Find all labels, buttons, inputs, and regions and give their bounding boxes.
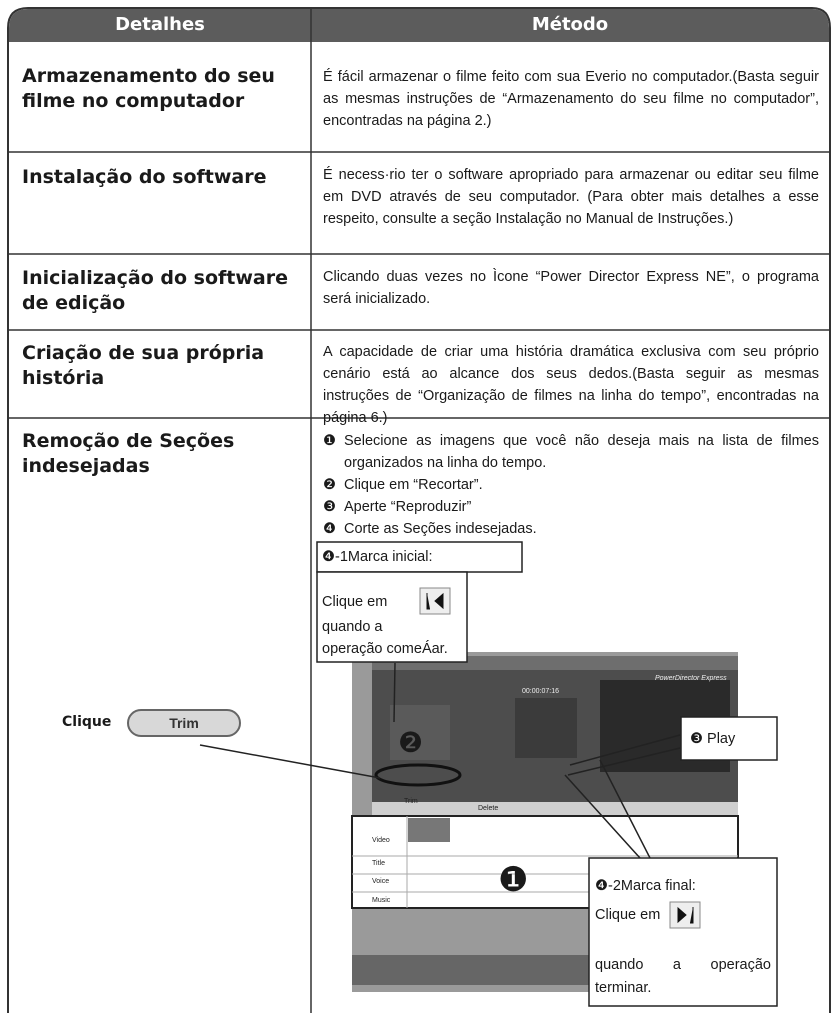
step-marker: ❹ [323, 521, 336, 537]
callout-line: operação comeÁar. [322, 641, 448, 657]
callout-play: ❸ Play [690, 731, 736, 747]
row-dividers [8, 151, 830, 419]
detail: Remoção de Seções indesejadas [22, 430, 235, 477]
step: ❶ Selecione as imagens que você não desej… [323, 430, 819, 474]
table-border [7, 7, 831, 1013]
step-text: Selecione as imagens que você não deseja… [344, 433, 819, 471]
callout-title: ❹-2Marca final: [595, 878, 696, 894]
method: É necess·rio ter o software apropriado p… [323, 167, 819, 227]
method: É fácil armazenar o filme feito com sua … [323, 69, 819, 129]
step-marker: ❶ [323, 433, 336, 449]
callout-line: Clique em [322, 594, 388, 610]
step-text: Aperte “Reproduzir” [344, 499, 472, 515]
callout-title: ❹-1Marca inicial: [322, 549, 433, 565]
step: ❷ Clique em “Recortar”. [323, 474, 819, 496]
detail: Criação de sua própria história [22, 342, 265, 389]
trim-button: Trim [169, 715, 199, 731]
header-bg [9, 9, 829, 42]
screenshot-button: Delete [478, 805, 499, 812]
pointer-lines [199, 662, 681, 859]
icons [419, 587, 701, 929]
method: Clicando duas vezes no Ìcone “Power Dire… [323, 269, 819, 307]
callout-line: Clique em [595, 907, 661, 923]
step: ❸ Aperte “Reproduzir” [323, 496, 819, 518]
detail: Armazenamento do seu filme no computador [22, 65, 275, 112]
callout-line: quando a [322, 619, 383, 635]
step-text: Clique em “Recortar”. [344, 477, 483, 493]
track-label: Voice [372, 878, 390, 885]
step-marker: ❷ [323, 477, 336, 493]
callouts [316, 541, 778, 1007]
detail: Instalação do software [22, 166, 267, 188]
app-title: PowerDirector Express [655, 675, 727, 682]
timecode: 00:00:07:16 [522, 688, 559, 695]
step-marker: ❸ [323, 499, 336, 515]
header-method: Método [531, 14, 609, 35]
step-text: Corte as Seções indesejadas. [344, 521, 537, 537]
badge: ❷ [398, 727, 424, 758]
badge: ❶ [498, 861, 529, 899]
track-label: Title [372, 860, 385, 867]
method: A capacidade de criar uma história dramá… [323, 344, 819, 426]
detail: Inicialização do software de edição [22, 267, 288, 314]
callout-line: terminar. [595, 980, 652, 996]
clique-label: Clique [62, 714, 112, 730]
header-detail: Detalhes [115, 14, 205, 35]
track-label: Video [372, 837, 390, 844]
trim-button-shape [127, 709, 241, 737]
callout-line: quando a operação [595, 957, 771, 973]
screenshot-button: Trim [404, 798, 418, 805]
track-label: Music [372, 897, 391, 904]
step: ❹ Corte as Seções indesejadas. [323, 518, 819, 540]
